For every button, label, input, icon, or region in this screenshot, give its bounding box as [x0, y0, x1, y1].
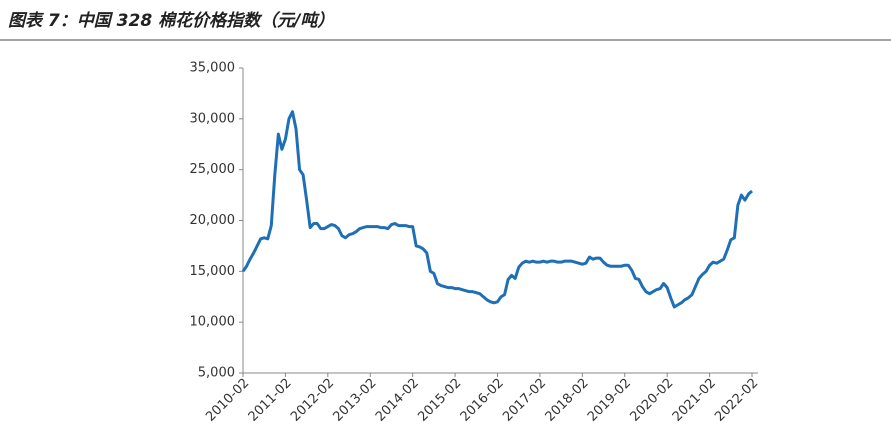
y-tick-label: 35,000 [190, 61, 236, 76]
x-tick-label: 2018-02 [543, 376, 592, 425]
x-tick-label: 2015-02 [415, 376, 464, 425]
x-tick-label: 2021-02 [670, 376, 719, 425]
x-tick-label: 2011-02 [246, 376, 295, 425]
x-tick-label: 2022-02 [712, 376, 761, 425]
x-tick-label: 2017-02 [500, 376, 549, 425]
y-tick-label: 25,000 [190, 162, 236, 177]
y-tick-label: 5,000 [198, 366, 235, 381]
x-tick-label: 2014-02 [373, 376, 422, 425]
y-tick-label: 10,000 [190, 315, 236, 330]
y-tick-label: 20,000 [190, 213, 236, 228]
y-tick-label: 30,000 [190, 111, 236, 126]
x-tick-label: 2020-02 [627, 376, 676, 425]
price-line [241, 110, 753, 309]
x-tick-label: 2016-02 [458, 376, 507, 425]
y-tick-label: 15,000 [190, 264, 236, 279]
x-tick-label: 2019-02 [585, 376, 634, 425]
chart-title: 图表 7：中国 328 棉花价格指数（元/吨） [8, 11, 334, 31]
x-tick-label: 2013-02 [331, 376, 380, 425]
x-tick-label: 2012-02 [288, 376, 337, 425]
x-tick-label: 2010-02 [203, 376, 252, 425]
